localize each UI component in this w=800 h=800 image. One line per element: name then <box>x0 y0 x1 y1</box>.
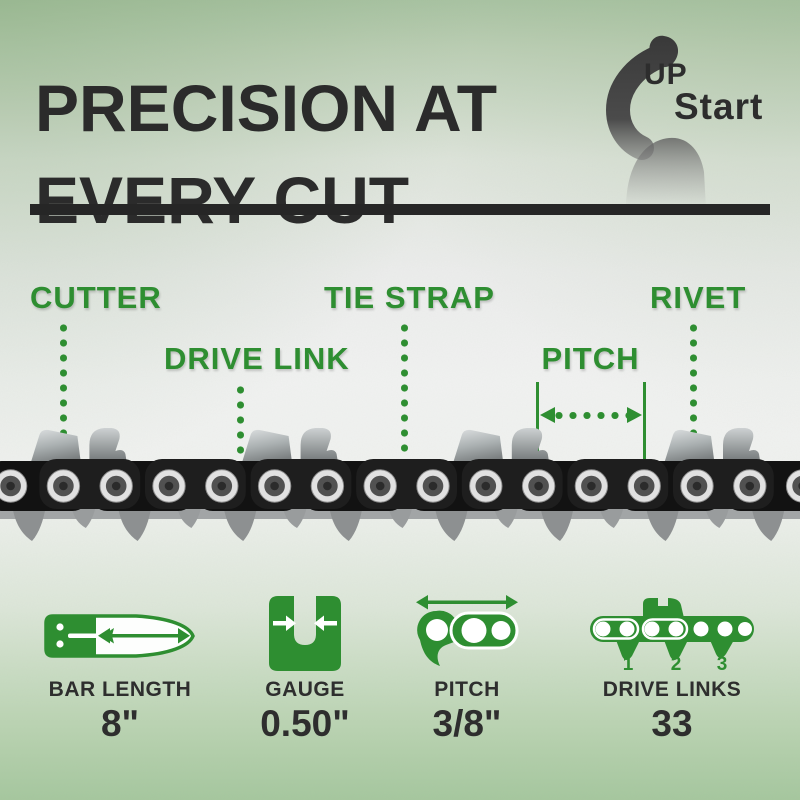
spec-value: 8" <box>100 703 140 744</box>
drive-link-leader-line <box>237 384 244 504</box>
pitch-icon <box>414 592 520 672</box>
title-line-2: EVERY CUT <box>35 163 410 238</box>
spec-value: 33 <box>651 703 693 744</box>
label-rivet: RIVET <box>650 280 747 315</box>
pitch-arrowhead-left-icon <box>540 407 555 423</box>
spec-drive-links: 1 2 3 DRIVE LINKS 33 <box>572 592 772 745</box>
title-line-1: PRECISION AT <box>35 71 498 146</box>
spec-label: PITCH <box>434 678 500 701</box>
spec-label: BAR LENGTH <box>48 678 192 701</box>
spec-label: DRIVE LINKS <box>602 678 742 701</box>
label-drive-link: DRIVE LINK <box>164 341 350 376</box>
spec-value: 0.50" <box>260 703 350 744</box>
drive-link-number-2: 2 <box>671 654 682 672</box>
pitch-arrow-line <box>553 412 629 419</box>
spec-bar-length: BAR LENGTH 8" <box>28 592 212 745</box>
label-cutter: CUTTER <box>30 280 162 315</box>
label-tie-strap: TIE STRAP <box>324 280 495 315</box>
pitch-arrowhead-right-icon <box>627 407 642 423</box>
spec-label: GAUGE <box>265 678 345 701</box>
tie-strap-leader-line <box>401 322 408 466</box>
brand-logo: UP Start <box>598 30 798 208</box>
flexing-arm-icon <box>605 35 706 208</box>
label-pitch: PITCH <box>541 341 640 376</box>
spec-value: 3/8" <box>432 703 502 744</box>
cutter-leader-line <box>60 322 67 434</box>
divider-rule <box>30 204 770 215</box>
spec-row: BAR LENGTH 8" GAUGE 0.50" <box>0 592 800 745</box>
drive-link-number-3: 3 <box>717 654 728 672</box>
pitch-bracket-right <box>643 382 646 490</box>
spec-pitch: PITCH 3/8" <box>388 592 546 745</box>
gauge-icon <box>267 592 343 672</box>
drive-links-icon: 1 2 3 <box>588 592 756 672</box>
chainsaw-chain-illustration <box>0 428 800 541</box>
drive-link-number-1: 1 <box>623 654 634 672</box>
logo-text-up: UP <box>644 58 688 91</box>
page-title: PRECISION AT EVERY CUT <box>35 62 497 246</box>
bar-length-icon <box>44 592 196 672</box>
rivet-leader-line <box>690 322 697 475</box>
spec-gauge: GAUGE 0.50" <box>228 592 382 745</box>
logo-text-start: Start <box>674 86 764 127</box>
